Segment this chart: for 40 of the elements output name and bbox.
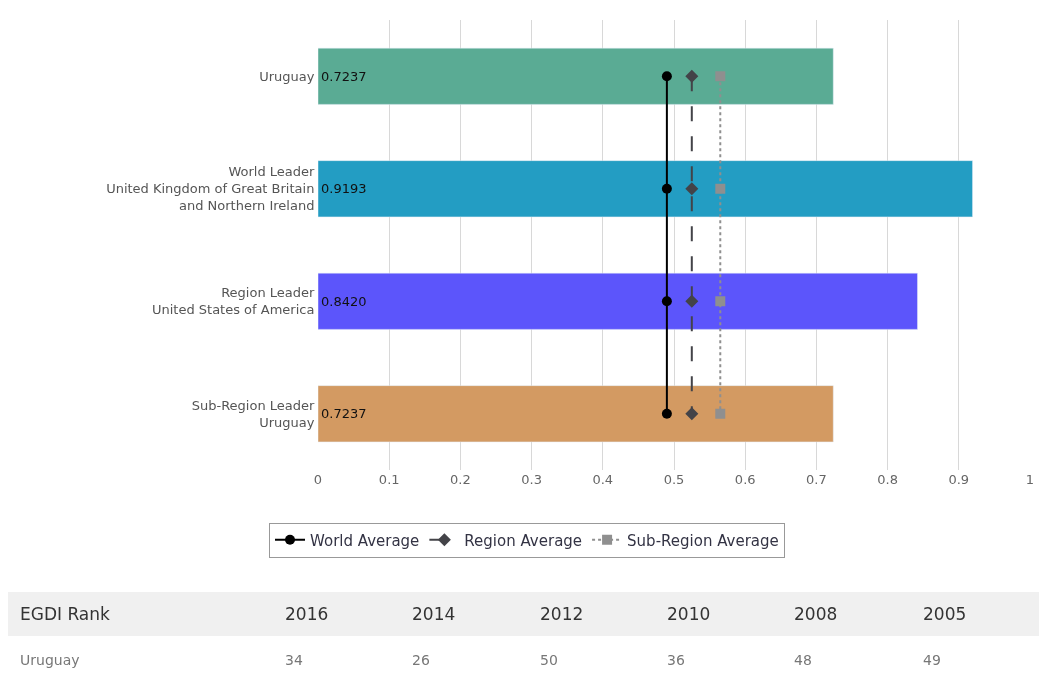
text: 2005 — [923, 604, 967, 624]
x-tick-label: 0.3 — [521, 472, 542, 487]
x-tick-label: 0.5 — [663, 472, 685, 487]
data-label: 0.9193 — [321, 181, 367, 197]
text: Uruguay — [20, 652, 80, 668]
x-tick-label: 0.1 — [378, 472, 400, 487]
bar — [318, 385, 834, 443]
legend-label: World Average — [310, 531, 420, 550]
y-tick-label: Region Leader United States of America — [151, 285, 316, 318]
x-tick-label: 0.6 — [734, 472, 756, 487]
text: 26 — [412, 652, 430, 668]
x-tick-label: 0.8 — [877, 472, 898, 487]
legend-label: Region Average — [464, 531, 583, 550]
text: 2016 — [285, 604, 329, 624]
text: 34 — [285, 652, 303, 668]
text: 48 — [794, 652, 812, 668]
y-tick-label: Sub-Region Leader Uruguay — [191, 397, 316, 430]
data-label: 0.7237 — [321, 406, 367, 422]
text: 50 — [540, 652, 558, 668]
x-tick-label: 0.7 — [806, 472, 827, 487]
bar — [318, 160, 973, 218]
bar — [318, 272, 918, 330]
text: 49 — [923, 652, 941, 668]
text: 36 — [667, 652, 685, 668]
legend-label: Sub-Region Average — [627, 531, 779, 550]
x-tick-label: 0 — [313, 472, 323, 487]
data-label: 0.8420 — [321, 293, 367, 309]
x-tick-label: 0.4 — [592, 472, 614, 487]
y-tick-label: World Leader United Kingdom of Great Britain and Northern Ireland — [106, 164, 316, 214]
x-tick-label: 0.9 — [948, 472, 970, 487]
text: 2012 — [540, 604, 584, 624]
y-tick-label: Uruguay — [259, 68, 315, 84]
x-tick-label: 0.2 — [450, 472, 471, 487]
text: 2010 — [667, 604, 711, 624]
data-label: 0.7237 — [321, 68, 367, 84]
x-tick-label: 1 — [1025, 472, 1035, 487]
bar — [318, 47, 834, 105]
text: EGDI Rank — [20, 604, 111, 624]
text: 2014 — [412, 604, 456, 624]
text: 2008 — [794, 604, 838, 624]
